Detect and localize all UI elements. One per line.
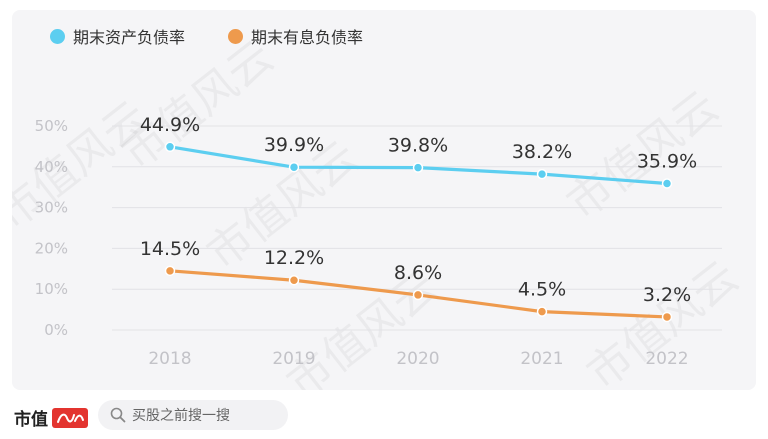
x-tick-label: 2018 — [148, 349, 191, 369]
legend-item-asset-ratio[interactable]: 期末资产负债率 — [50, 24, 185, 48]
data-label: 44.9% — [140, 114, 200, 136]
data-point — [412, 289, 424, 301]
x-tick-label: 2022 — [645, 349, 688, 369]
data-label: 3.2% — [643, 284, 691, 306]
data-label: 8.6% — [394, 262, 442, 284]
legend-label: 期末资产负债率 — [73, 28, 186, 47]
x-tick-label: 2021 — [520, 349, 563, 369]
data-point — [536, 168, 548, 180]
data-label: 35.9% — [637, 151, 697, 173]
brand-name: 市值 — [14, 410, 48, 430]
chart-card: 市值风云 市值风云 市值风云 市值风云 市值风云 市值风云 期末资产负债率 期末… — [12, 10, 756, 390]
data-label: 39.8% — [388, 135, 448, 157]
data-label: 14.5% — [140, 238, 200, 260]
legend-item-interest-debt-ratio[interactable]: 期末有息负债率 — [228, 24, 363, 48]
brand-stamp — [52, 407, 88, 428]
y-tick-label: 50% — [35, 117, 68, 135]
x-tick-label: 2020 — [396, 349, 439, 369]
y-tick-label: 30% — [35, 199, 68, 217]
data-label: 12.2% — [264, 247, 324, 269]
legend-label: 期末有息负债率 — [251, 28, 364, 47]
y-tick-label: 40% — [35, 158, 68, 176]
data-label: 38.2% — [512, 141, 572, 163]
data-point — [661, 178, 673, 189]
data-point — [536, 306, 548, 317]
data-label: 4.5% — [518, 279, 566, 301]
line-chart: 0% 10% 20% 30% 40% 50% 2018 2019 2020 2021 2022 44.… — [35, 114, 722, 369]
brand-stamp-icon — [57, 413, 84, 423]
y-tick-label: 10% — [35, 280, 68, 298]
footer: 市值 买股之前搜一搜 — [0, 395, 768, 439]
data-point — [288, 274, 300, 286]
data-label: 39.9% — [264, 134, 324, 156]
y-tick-label: 0% — [44, 321, 68, 339]
x-tick-label: 2019 — [272, 349, 315, 369]
search-box[interactable]: 买股之前搜一搜 — [98, 400, 288, 430]
data-point — [412, 162, 424, 173]
search-icon — [110, 407, 126, 423]
y-tick-label: 20% — [35, 239, 68, 257]
legend-marker-icon — [228, 28, 243, 44]
data-point — [164, 265, 176, 277]
legend-marker-icon — [50, 28, 65, 44]
brand-logo: 市值 — [14, 405, 88, 430]
data-point — [661, 311, 673, 323]
data-point — [288, 161, 300, 173]
search-placeholder: 买股之前搜一搜 — [132, 408, 230, 424]
data-point — [164, 141, 176, 153]
